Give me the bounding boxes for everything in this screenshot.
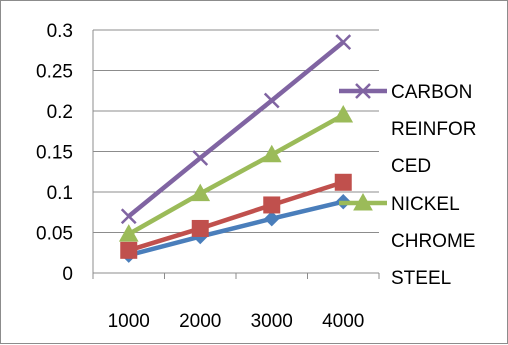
y-tick-label: 0.2 bbox=[47, 102, 73, 123]
y-tick-label: 0.25 bbox=[36, 62, 73, 83]
legend-label: NICKEL bbox=[391, 194, 460, 215]
x-marker bbox=[120, 208, 137, 225]
series-line bbox=[127, 40, 345, 219]
triangle-marker bbox=[190, 183, 211, 202]
legend: CARBON REINFOR CED NICKEL CHROME STEEL bbox=[339, 82, 477, 289]
grid-lines bbox=[93, 29, 379, 233]
series-0 bbox=[121, 194, 351, 263]
legend-label: REINFOR bbox=[391, 119, 477, 140]
legend-entry: NICKEL CHROME STEEL bbox=[339, 192, 475, 289]
legend-label: CHROME bbox=[391, 231, 475, 252]
triangle-marker bbox=[261, 144, 282, 163]
square-marker bbox=[120, 241, 138, 259]
series-line bbox=[128, 180, 344, 253]
x-axis-tick-labels: 1000 2000 3000 4000 bbox=[108, 311, 365, 332]
series-layer bbox=[118, 34, 354, 263]
legend-label: STEEL bbox=[391, 268, 451, 289]
y-tick-label: 0.1 bbox=[47, 183, 73, 204]
axes bbox=[92, 30, 380, 279]
square-marker bbox=[334, 173, 352, 191]
square-marker bbox=[263, 196, 281, 214]
x-tick-label: 4000 bbox=[322, 311, 364, 332]
series-2 bbox=[118, 105, 354, 242]
x-tick-label: 3000 bbox=[251, 311, 293, 332]
y-tick-label: 0 bbox=[62, 264, 73, 285]
legend-label: CARBON bbox=[391, 82, 472, 103]
series-1 bbox=[120, 173, 352, 259]
triangle-marker bbox=[333, 105, 354, 123]
triangle-marker bbox=[353, 192, 373, 211]
square-marker bbox=[191, 219, 209, 237]
series-line bbox=[128, 199, 344, 258]
y-tick-label: 0.05 bbox=[36, 224, 73, 245]
x-tick-label: 2000 bbox=[179, 311, 221, 332]
series-line bbox=[127, 113, 345, 237]
legend-label: CED bbox=[391, 156, 431, 177]
y-axis-tick-labels: 0 0.05 0.1 0.15 0.2 0.25 0.3 bbox=[36, 21, 73, 285]
legend-entry: CARBON REINFOR CED bbox=[339, 82, 477, 177]
x-marker bbox=[355, 83, 371, 99]
x-tick-label: 1000 bbox=[108, 311, 150, 332]
y-tick-label: 0.3 bbox=[47, 21, 73, 42]
x-marker bbox=[335, 34, 352, 51]
diamond-marker bbox=[264, 211, 280, 227]
x-marker bbox=[192, 150, 209, 166]
triangle-marker bbox=[118, 224, 139, 242]
x-marker bbox=[263, 92, 280, 109]
series-3 bbox=[120, 34, 352, 225]
y-tick-label: 0.15 bbox=[36, 143, 73, 164]
